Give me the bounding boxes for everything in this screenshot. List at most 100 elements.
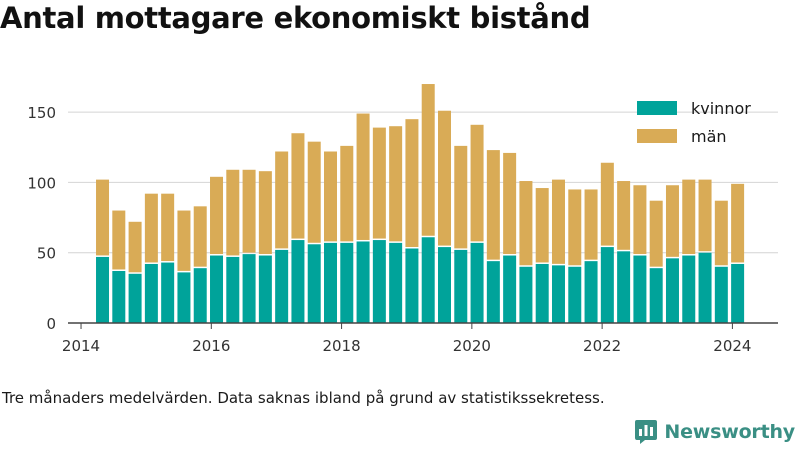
bar-kvinnor — [519, 266, 533, 323]
bar-man — [454, 145, 468, 249]
bar-kvinnor — [96, 256, 110, 323]
bar-man — [210, 176, 224, 255]
x-tick-label: 2018 — [322, 337, 360, 355]
bar-kvinnor — [600, 247, 614, 323]
bar-kvinnor — [226, 256, 240, 323]
x-tick-label: 2024 — [713, 337, 751, 355]
bar-man — [665, 185, 679, 257]
x-tick-label: 2022 — [583, 337, 621, 355]
bar-man — [291, 133, 305, 239]
bar-kvinnor — [275, 249, 289, 323]
bar-man — [258, 171, 272, 255]
y-tick-label: 0 — [46, 315, 56, 333]
bar-kvinnor — [454, 249, 468, 323]
legend: kvinnor män — [637, 99, 751, 146]
bar-kvinnor — [372, 240, 386, 323]
brand[interactable]: Newsworthy — [634, 419, 795, 445]
bar-kvinnor — [470, 242, 484, 323]
bar-man — [617, 181, 631, 250]
x-tick-label: 2016 — [192, 337, 230, 355]
bar-kvinnor — [421, 237, 435, 323]
chart-title: Antal mottagare ekonomiskt bistånd — [0, 1, 591, 35]
bar-kvinnor — [340, 242, 354, 323]
bar-man — [356, 113, 370, 240]
bar-kvinnor — [389, 242, 403, 323]
legend-label: män — [691, 127, 727, 146]
bar-man — [128, 221, 142, 273]
bar-kvinnor — [291, 240, 305, 323]
bars — [96, 84, 745, 323]
bar-kvinnor — [714, 266, 728, 323]
bar-kvinnor — [633, 255, 647, 323]
bar-kvinnor — [193, 268, 207, 323]
bar-man — [372, 127, 386, 239]
legend-swatch-kvinnor — [637, 101, 677, 115]
bar-man — [226, 169, 240, 256]
y-tick-label: 100 — [27, 174, 56, 192]
bar-man — [551, 179, 565, 264]
bar-kvinnor — [503, 255, 517, 323]
bar-man — [144, 193, 158, 263]
bar-kvinnor — [535, 263, 549, 323]
bar-man — [470, 124, 484, 242]
bar-man — [193, 206, 207, 267]
chart-caption: Tre månaders medelvärden. Data saknas ib… — [2, 389, 605, 407]
bar-kvinnor — [617, 251, 631, 323]
bar-kvinnor — [144, 263, 158, 323]
bar-kvinnor — [665, 258, 679, 323]
newsworthy-logo-icon — [635, 420, 658, 444]
bar-man — [568, 189, 582, 266]
bar-man — [161, 193, 175, 262]
x-tick-label: 2020 — [453, 337, 491, 355]
bar-man — [340, 145, 354, 242]
bar-kvinnor — [405, 248, 419, 323]
bar-man — [437, 110, 451, 246]
bar-kvinnor — [161, 262, 175, 323]
bar-man — [96, 179, 110, 256]
bar-man — [389, 126, 403, 242]
bar-kvinnor — [258, 255, 272, 323]
bar-kvinnor — [568, 266, 582, 323]
bar-kvinnor — [551, 265, 565, 323]
bar-man — [405, 119, 419, 247]
bar-man — [324, 151, 338, 242]
bar-man — [535, 188, 549, 263]
bar-kvinnor — [698, 252, 712, 323]
x-tick-label: 2014 — [62, 337, 100, 355]
bar-man — [633, 185, 647, 255]
bar-kvinnor — [584, 261, 598, 323]
bar-man — [275, 151, 289, 249]
bar-man — [698, 179, 712, 252]
bar-man — [714, 200, 728, 266]
y-tick-label: 50 — [37, 245, 56, 263]
bar-man — [486, 150, 500, 260]
bar-kvinnor — [307, 244, 321, 323]
bar-man — [421, 84, 435, 236]
bar-kvinnor — [682, 255, 696, 323]
bar-kvinnor — [649, 268, 663, 323]
bar-kvinnor — [210, 255, 224, 323]
bar-kvinnor — [356, 241, 370, 323]
bar-man — [731, 183, 745, 263]
chart-canvas: 0 50 100 150 2014 2016 2018 2020 2022 2024 kvinno… — [27, 84, 778, 355]
bar-man — [649, 200, 663, 267]
bar-man — [307, 141, 321, 243]
y-tick-label: 150 — [27, 104, 56, 122]
bar-man — [177, 210, 191, 271]
bar-man — [682, 179, 696, 255]
bar-kvinnor — [731, 263, 745, 323]
bar-man — [242, 169, 256, 253]
bar-kvinnor — [128, 273, 142, 323]
bar-kvinnor — [112, 270, 126, 323]
legend-swatch-män — [637, 129, 677, 143]
bar-kvinnor — [177, 272, 191, 323]
legend-label: kvinnor — [691, 99, 751, 118]
bar-man — [600, 162, 614, 246]
bar-man — [584, 189, 598, 260]
bar-kvinnor — [242, 254, 256, 323]
bar-kvinnor — [437, 247, 451, 323]
bar-man — [519, 181, 533, 266]
bar-man — [503, 152, 517, 255]
bar-kvinnor — [324, 242, 338, 323]
bar-man — [112, 210, 126, 270]
